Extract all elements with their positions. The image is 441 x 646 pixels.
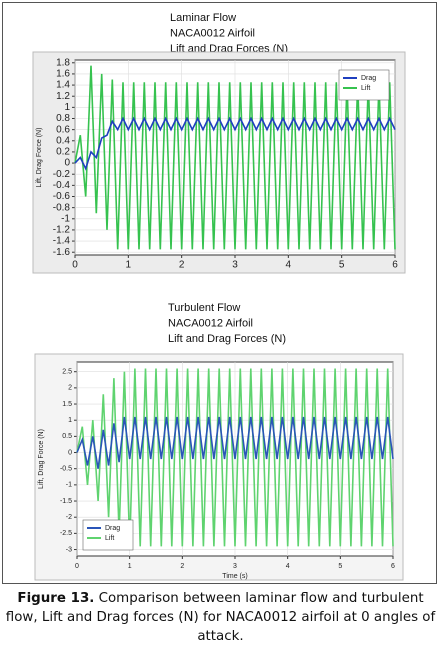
x-tick-label: 3 (232, 260, 238, 271)
legend-label: Drag (361, 75, 376, 82)
y-tick-label: -0.4 (53, 180, 71, 191)
x-tick-label: 6 (392, 260, 398, 271)
series-line (74, 116, 396, 171)
y-tick-label: 1.5 (62, 401, 72, 408)
y-tick-label: -1.4 (53, 236, 71, 247)
y-tick-label: 2 (68, 385, 72, 392)
x-tick-label: 4 (286, 260, 292, 271)
y-tick-label: 1 (68, 417, 72, 424)
x-tick-label: 2 (179, 260, 185, 271)
charts: Laminar Flow NACA0012 Airfoil Lift and Dra… (32, 12, 406, 581)
figure-frame (2, 2, 437, 584)
x-tick-label: 1 (126, 260, 132, 271)
x-tick-label: 2 (180, 563, 184, 570)
y-tick-label: -1 (61, 213, 70, 224)
y-tick-label: -0.5 (60, 466, 72, 473)
x-tick-label: 1 (128, 563, 132, 570)
y-tick-label: -3 (66, 546, 72, 553)
y-tick-label: -1 (66, 482, 72, 489)
series-line (74, 65, 396, 250)
legend-label: Lift (105, 535, 114, 542)
legend-label: Lift (361, 85, 370, 92)
y-tick-label: 1.6 (56, 69, 70, 80)
y-tick-label: 1.2 (56, 91, 70, 102)
x-tick-label: 0 (72, 260, 78, 271)
y-tick-label: 1 (64, 102, 70, 113)
y-axis-label: Lift, Drag Force (N) (38, 429, 45, 489)
series-line (76, 416, 394, 469)
y-axis-label: Lift, Drag Force (N) (36, 128, 43, 188)
x-axis-label: Time (s) (222, 573, 247, 580)
y-tick-label: -1.6 (53, 247, 71, 258)
y-tick-label: -0.8 (53, 202, 71, 213)
y-tick-label: 0.4 (56, 135, 70, 146)
x-tick-label: 4 (286, 563, 290, 570)
legend-box (338, 69, 390, 101)
x-tick-label: 5 (338, 563, 342, 570)
y-tick-label: 0 (68, 449, 72, 456)
y-tick-label: -2 (66, 514, 72, 521)
chart-title: NACA0012 Airfoil (170, 27, 255, 39)
y-tick-label: -1.2 (53, 225, 71, 236)
legend-label: Drag (105, 525, 120, 532)
chart-title: Turbulent Flow (168, 302, 240, 314)
x-tick-label: 0 (75, 563, 79, 570)
y-tick-label: 0.2 (56, 147, 70, 158)
y-tick-label: 0 (64, 158, 70, 169)
y-tick-label: -2.5 (60, 530, 72, 537)
x-tick-label: 6 (391, 563, 395, 570)
y-tick-label: 0.5 (62, 433, 72, 440)
legend-box (82, 519, 134, 551)
y-tick-label: 2.5 (62, 369, 72, 376)
y-tick-label: -0.2 (53, 169, 71, 180)
chart-title: NACA0012 Airfoil (168, 317, 253, 329)
caption: Figure 13. Comparison between laminar fl… (4, 589, 437, 646)
y-tick-label: 0.6 (56, 124, 70, 135)
caption-label: Figure 13. (17, 591, 95, 606)
y-tick-label: 0.8 (56, 113, 70, 124)
y-tick-label: 1.8 (56, 57, 70, 68)
chart-title: Lift and Drag Forces (N) (168, 333, 286, 345)
y-tick-label: -1.5 (60, 498, 72, 505)
y-tick-label: 1.4 (56, 80, 70, 91)
x-tick-label: 5 (339, 260, 345, 271)
x-tick-label: 3 (233, 563, 237, 570)
y-tick-label: -0.6 (53, 191, 71, 202)
chart-title: Laminar Flow (170, 12, 236, 24)
